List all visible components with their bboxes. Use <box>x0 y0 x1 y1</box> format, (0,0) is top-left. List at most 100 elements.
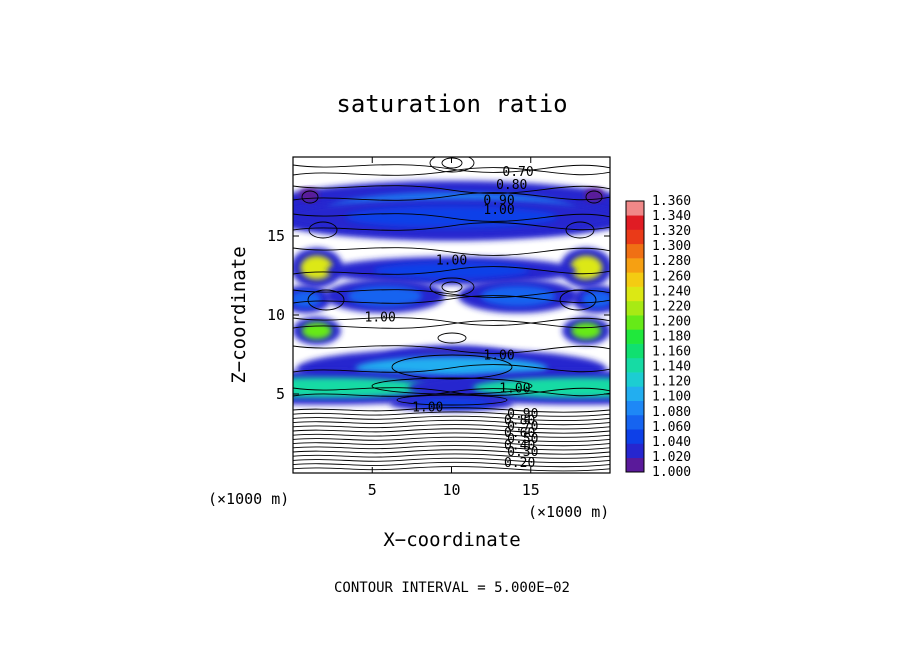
colorbar-swatch <box>626 414 644 430</box>
contour-line <box>293 387 610 396</box>
contour-value-label: 0.80 <box>504 413 535 428</box>
contour-value-label: 1.00 <box>483 349 514 364</box>
colorbar-label: 1.320 <box>652 224 691 239</box>
colorbar-label: 1.100 <box>652 390 691 405</box>
contour-value-label: 0.90 <box>483 194 514 209</box>
y-tick-label: 5 <box>276 385 285 403</box>
contour-line <box>293 266 610 275</box>
colorbar-frame <box>625 200 645 473</box>
y-tick-label: 15 <box>267 227 285 245</box>
contour-line <box>293 445 610 451</box>
colorbar-label: 1.160 <box>652 345 691 360</box>
contour-loop <box>396 394 508 406</box>
contour-line <box>293 461 610 468</box>
colorbar-swatch <box>626 272 644 287</box>
x-tick-label: 10 <box>442 481 460 499</box>
colorbar-label: 1.360 <box>652 194 691 209</box>
contour-loop <box>429 157 475 173</box>
sat-region-core <box>301 322 332 340</box>
colorbar-swatch <box>626 258 644 273</box>
colorbar-swatch <box>626 286 644 302</box>
contour-line <box>293 453 610 459</box>
contour-line <box>293 164 610 173</box>
colorbar-label: 1.080 <box>652 405 691 420</box>
chart-title: saturation ratio <box>336 90 567 118</box>
sat-region-core <box>302 190 316 200</box>
colorbar-label: 1.040 <box>652 435 691 450</box>
colorbar-label: 1.260 <box>652 269 691 284</box>
contour-loop <box>559 289 597 311</box>
colorbar-swatch <box>626 201 644 216</box>
contour-line <box>293 428 610 434</box>
sat-region-core <box>413 398 490 409</box>
contour-value-label: 1.00 <box>436 254 467 269</box>
contour-loop <box>437 332 467 344</box>
sat-region-core <box>570 255 603 280</box>
colorbar-swatch <box>626 215 644 230</box>
contour-value-label: 0.40 <box>504 439 535 454</box>
contour-line <box>293 295 610 304</box>
colorbar: 1.3601.3401.3201.3001.2801.2601.2401.220… <box>625 194 691 480</box>
contour-line <box>293 415 610 422</box>
colorbar-swatch <box>626 329 644 344</box>
contour-line <box>293 411 610 417</box>
contour-line <box>293 424 610 430</box>
sat-region-core <box>293 290 322 308</box>
colorbar-label: 1.060 <box>652 420 691 435</box>
contour-loop <box>371 377 533 395</box>
colorbar-swatch <box>626 357 644 373</box>
contour-line <box>293 192 610 201</box>
contour-loop <box>391 354 513 380</box>
contour-line <box>293 185 610 194</box>
x-unit-right: (×1000 m) <box>528 503 609 521</box>
tick-layer: 5 10 15 5 10 15 <box>267 157 610 499</box>
contour-line <box>293 440 610 447</box>
contour-loop <box>441 281 463 293</box>
sat-region-core <box>472 377 610 398</box>
x-axis-label: X−coordinate <box>383 529 520 551</box>
y-tick-label: 10 <box>267 306 285 324</box>
colorbar-swatch <box>626 457 644 473</box>
colorbar-label: 1.020 <box>652 450 691 465</box>
sat-region-core <box>571 322 602 340</box>
x-tick-label: 15 <box>522 481 540 499</box>
contour-line <box>293 419 610 426</box>
colorbar-swatch <box>626 386 644 401</box>
colorbar-label: 1.120 <box>652 375 691 390</box>
contour-line <box>293 317 610 326</box>
contour-value-label: 1.00 <box>412 401 443 416</box>
colorbar-label: 1.140 <box>652 360 691 375</box>
contour-loop <box>307 289 345 311</box>
sat-region-core <box>581 290 610 308</box>
fill-layer <box>293 180 610 412</box>
contour-line <box>293 167 610 176</box>
contour-line <box>293 213 610 222</box>
colorbar-swatch <box>626 400 644 416</box>
contour-value-label: 0.80 <box>496 178 527 193</box>
x-tick-label: 5 <box>368 481 377 499</box>
colorbar-swatch <box>626 343 644 359</box>
contour-value-label: 0.20 <box>504 456 535 471</box>
colorbar-swatch <box>626 229 644 245</box>
contour-value-label: 1.00 <box>499 382 530 397</box>
contour-value-label: 0.30 <box>507 445 538 460</box>
contour-layer <box>293 157 610 472</box>
colorbar-label: 1.340 <box>652 209 691 224</box>
contour-value-label: 0.60 <box>504 426 535 441</box>
contour-line <box>293 364 610 373</box>
contour-line <box>293 457 610 464</box>
contour-loop <box>308 221 338 239</box>
colorbar-label: 1.180 <box>652 330 691 345</box>
contour-loop <box>585 190 603 204</box>
contour-line <box>293 432 610 438</box>
colorbar-label: 1.200 <box>652 314 691 329</box>
colorbar-swatch <box>626 372 644 387</box>
contour-line <box>293 247 610 256</box>
sat-region-core <box>293 377 431 398</box>
contour-loop <box>565 221 595 239</box>
sat-region-core <box>347 285 423 307</box>
contour-line <box>293 436 610 443</box>
colorbar-label: 1.240 <box>652 284 691 299</box>
contour-line <box>293 449 610 455</box>
